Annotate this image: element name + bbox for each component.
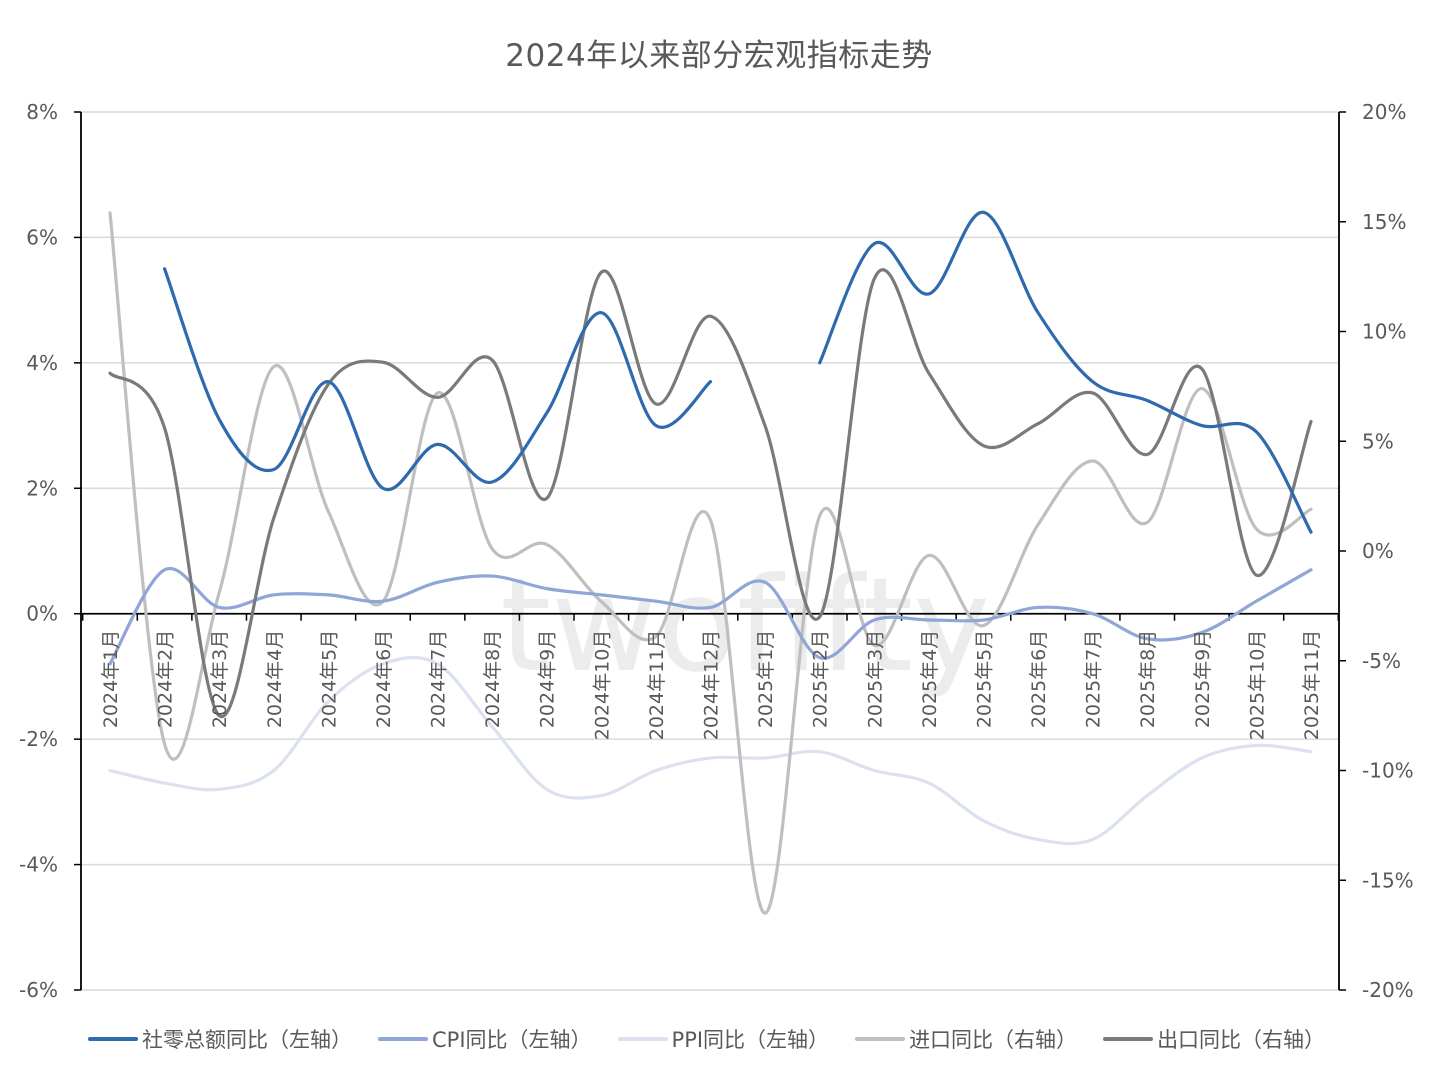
x-tick-label: 2025年8月 — [1137, 630, 1159, 728]
y-right-tick-label: -10% — [1362, 759, 1414, 783]
x-tick-label: 2024年1月 — [100, 630, 122, 728]
x-tick-label: 2024年11月 — [646, 630, 668, 741]
legend-item-export[interactable]: 出口同比（右轴） — [1103, 1024, 1325, 1054]
legend-swatch-icon — [1103, 1037, 1154, 1041]
legend-swatch-icon — [855, 1037, 906, 1041]
x-axis-labels: 2024年1月 2024年2月 2024年3月 2024年4月 2024年5月 2024年… — [100, 630, 1323, 741]
x-tick-label: 2025年7月 — [1083, 630, 1105, 728]
y-left-tick-label: 2% — [26, 476, 58, 500]
y-right-tick-label: 0% — [1362, 539, 1394, 563]
retail-sales-line — [162, 267, 713, 492]
retail-sales-line — [818, 210, 1313, 534]
legend-label: 社零总额同比（左轴） — [142, 1028, 352, 1052]
legend-swatch-icon — [617, 1037, 668, 1041]
x-tick-label: 2025年9月 — [1192, 630, 1214, 728]
x-tick-label: 2025年2月 — [810, 630, 832, 728]
chart-title: 2024年以来部分宏观指标走势 — [505, 38, 933, 74]
y-right-tick-label: 20% — [1362, 100, 1406, 124]
x-tick-label: 2024年3月 — [209, 630, 231, 728]
legend-item-import[interactable]: 进口同比（右轴） — [855, 1024, 1077, 1054]
legend-item-cpi[interactable]: CPI同比（左轴） — [378, 1024, 592, 1054]
y-right-tick-label: -15% — [1362, 868, 1414, 892]
import-line — [108, 211, 1313, 915]
x-tick-label: 2024年9月 — [537, 630, 559, 728]
x-tick-label: 2024年5月 — [318, 630, 340, 728]
legend-item-ppi[interactable]: PPI同比（左轴） — [617, 1024, 830, 1054]
cpi-line — [108, 566, 1313, 666]
legend-label: PPI同比（左轴） — [671, 1028, 830, 1052]
y-left-tick-label: 8% — [26, 100, 58, 124]
y-right-tick-label: 10% — [1362, 320, 1406, 344]
legend-label: 出口同比（右轴） — [1157, 1028, 1326, 1052]
x-tick-label: 2025年10月 — [1246, 630, 1268, 741]
x-tick-label: 2025年4月 — [919, 630, 941, 728]
ppi-line — [108, 656, 1313, 846]
x-tick-label: 2024年10月 — [591, 630, 613, 741]
legend-swatch-icon — [378, 1037, 428, 1041]
x-tick-label: 2024年2月 — [155, 630, 177, 728]
export-line — [108, 268, 1313, 719]
legend-label: 进口同比（右轴） — [909, 1028, 1078, 1052]
watermark: twofifty — [500, 549, 990, 701]
gridlines — [81, 111, 1339, 991]
x-tick-label: 2025年5月 — [973, 630, 995, 728]
y-left-tick-label: -4% — [19, 853, 58, 877]
legend: 社零总额同比（左轴） CPI同比（左轴） PPI同比（左轴） 进口同比（右轴） … — [88, 1024, 1351, 1054]
legend-swatch-icon — [88, 1037, 138, 1041]
y-left-tick-label: -2% — [19, 727, 58, 751]
x-tick-label: 2025年11月 — [1301, 630, 1323, 741]
y-right-tick-label: -5% — [1362, 649, 1401, 673]
legend-item-retail[interactable]: 社零总额同比（左轴） — [88, 1024, 352, 1054]
legend-label: CPI同比（左轴） — [432, 1028, 592, 1052]
y-left-tick-label: 6% — [26, 225, 58, 249]
y-right-tick-label: 15% — [1362, 210, 1406, 234]
y-left-tick-label: 4% — [26, 351, 58, 375]
x-tick-label: 2024年4月 — [264, 630, 286, 728]
series-lines — [108, 210, 1313, 915]
x-tick-label: 2024年7月 — [428, 630, 450, 728]
y-right-tick-label: -20% — [1362, 978, 1414, 1002]
y-right-tick-label: 5% — [1362, 429, 1394, 453]
x-tick-label: 2025年6月 — [1028, 630, 1050, 728]
y-left-tick-label: 0% — [26, 602, 58, 626]
x-tick-label: 2025年1月 — [755, 630, 777, 728]
x-tick-label: 2024年12月 — [701, 630, 723, 741]
x-tick-label: 2024年6月 — [373, 630, 395, 728]
x-tick-label: 2025年3月 — [864, 630, 886, 728]
axes: 8% 6% 4% 2% 0% -2% -4% -6% 20% 15% 10% 5% 0% -5% -10% -… — [19, 100, 1414, 1002]
x-tick-label: 2024年8月 — [482, 630, 504, 728]
y-left-tick-label: -6% — [19, 978, 58, 1002]
